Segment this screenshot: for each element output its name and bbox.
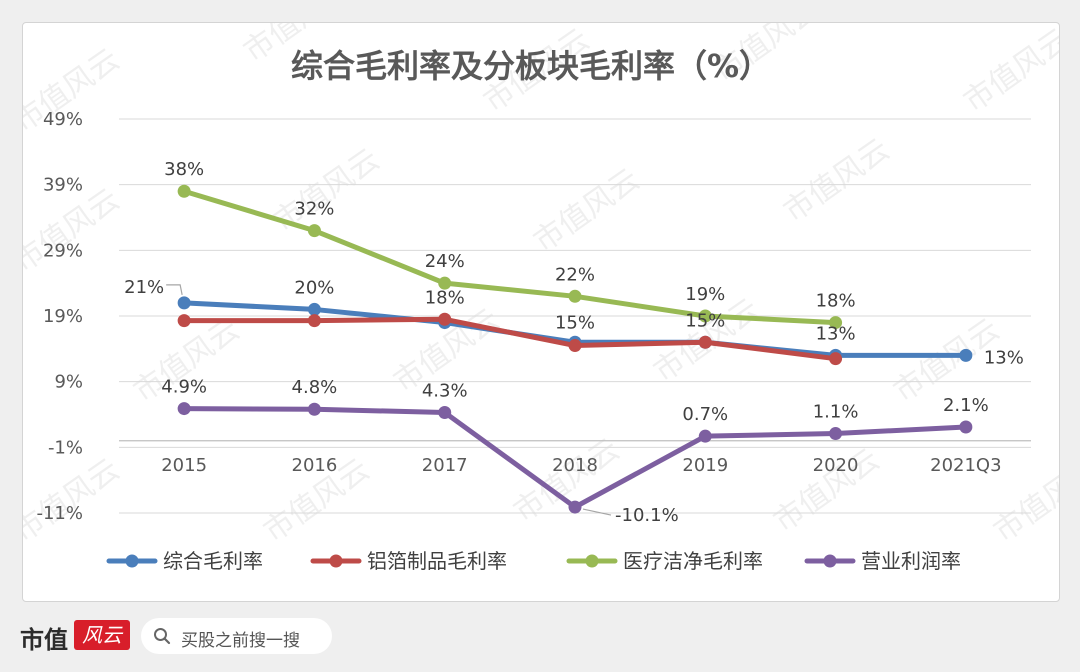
series-line (181, 316, 839, 362)
data-label: 1.1% (813, 402, 859, 423)
data-point (438, 276, 452, 290)
watermark-text: 市值风云 (778, 132, 896, 229)
watermark-text: 市值风云 (268, 142, 386, 239)
brand-logo: 风云 (74, 620, 130, 650)
data-labels-layer: 21% 20% 15% 15% 13% 13% 18% 38% 32% 24% 22% 19% 18% 4… (124, 159, 1024, 526)
data-point (177, 402, 191, 416)
legend-marker (823, 554, 837, 568)
series-layer (177, 184, 973, 514)
y-tick-label: 9% (54, 372, 83, 393)
search-bar[interactable]: 买股之前搜一搜 (141, 618, 332, 654)
x-tick-label: 2020 (813, 455, 859, 476)
data-label: 4.3% (422, 381, 468, 402)
data-label: 21% (124, 277, 164, 298)
data-label: 0.7% (682, 404, 728, 425)
data-label: 15% (685, 310, 725, 331)
series-line (181, 188, 839, 326)
watermark-text: 市值风云 (23, 452, 126, 549)
data-point (568, 500, 582, 514)
data-label: 24% (425, 251, 465, 272)
x-tick-label: 2021Q3 (930, 455, 1001, 476)
y-tick-label: -1% (48, 437, 83, 458)
data-label: 20% (294, 277, 334, 298)
data-label: 13% (816, 323, 856, 344)
legend-label: 医疗洁净毛利率 (623, 549, 763, 573)
chart-panel: 市值风云 市值风云 市值风云 市值风云 市值风云 市值风云 市值风云 市值风云 市值风云 市值风云… (22, 22, 1060, 602)
legend-label: 营业利润率 (861, 549, 961, 573)
y-tick-labels: 49% 39% 29% 19% 9% -1% -11% (36, 109, 83, 524)
chart-title: 综合毛利率及分板块毛利率（%） (291, 47, 771, 85)
x-tick-label: 2019 (682, 455, 728, 476)
data-point (307, 402, 321, 416)
y-tick-label: 29% (43, 240, 83, 261)
brand-name: 市值 (20, 625, 68, 654)
data-label: 22% (555, 264, 595, 285)
watermark-text: 市值风云 (23, 182, 126, 279)
x-tick-labels: 2015 2016 2017 2018 2019 2020 2021Q3 (161, 455, 1001, 476)
legend-label: 铝箔制品毛利率 (367, 549, 507, 573)
x-tick-label: 2015 (161, 455, 207, 476)
data-label: 4.8% (292, 377, 338, 398)
data-point (568, 339, 582, 353)
data-label: 32% (294, 199, 334, 220)
y-tick-label: 39% (43, 175, 83, 196)
legend-marker (329, 554, 343, 568)
data-label: 19% (685, 284, 725, 305)
search-icon (154, 628, 171, 645)
leader-line (166, 284, 183, 295)
leader-line (582, 508, 612, 516)
data-point (959, 420, 973, 434)
search-placeholder: 买股之前搜一搜 (181, 631, 300, 651)
watermark-text: 市值风云 (528, 162, 646, 259)
data-point (829, 316, 843, 330)
x-tick-label: 2016 (292, 455, 338, 476)
legend-label: 综合毛利率 (163, 549, 263, 573)
footer: 市值 风云 买股之前搜一搜 (0, 606, 1080, 672)
data-point (307, 302, 321, 316)
data-label: 38% (164, 159, 204, 180)
data-point (438, 312, 452, 326)
data-point (959, 348, 973, 362)
data-label: 15% (555, 312, 595, 333)
data-point (698, 335, 712, 349)
data-point (698, 309, 712, 323)
data-point (177, 184, 191, 198)
data-point (829, 427, 843, 441)
data-point (177, 296, 191, 310)
data-point (438, 406, 452, 420)
data-point (568, 289, 582, 303)
data-label: 18% (425, 287, 465, 308)
x-tick-label: 2017 (422, 455, 468, 476)
data-point (829, 352, 843, 366)
data-label: -10.1% (615, 505, 679, 526)
legend: 综合毛利率 铝箔制品毛利率 医疗洁净毛利率 营业利润率 (106, 549, 961, 573)
legend-marker (125, 554, 139, 568)
y-tick-label: -11% (36, 503, 83, 524)
y-tick-label: 49% (43, 109, 83, 130)
watermark-text: 市值风云 (958, 23, 1059, 120)
data-point (177, 314, 191, 328)
data-label: 13% (984, 347, 1024, 368)
data-label: 18% (816, 291, 856, 312)
x-tick-label: 2018 (552, 455, 598, 476)
y-tick-label: 19% (43, 306, 83, 327)
data-point (307, 224, 321, 238)
data-label: 2.1% (943, 395, 989, 416)
data-point (307, 314, 321, 328)
legend-marker (585, 554, 599, 568)
data-point (698, 429, 712, 443)
data-label: 4.9% (161, 377, 207, 398)
